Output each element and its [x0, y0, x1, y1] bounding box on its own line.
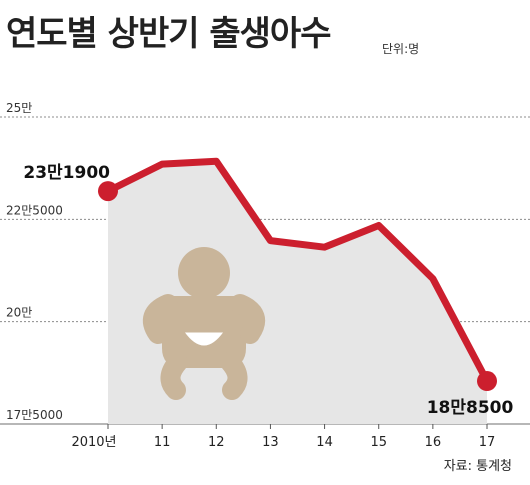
series-line [104, 157, 491, 385]
y-tick-label: 17만5000 [6, 408, 63, 422]
data-point-first [98, 181, 118, 202]
y-tick-label: 25만 [6, 101, 32, 115]
y-tick-label: 22만5000 [6, 203, 63, 217]
baby-icon [142, 247, 266, 400]
unit-label: 단위:명 [382, 42, 420, 56]
data-label-last: 18만8500 [427, 398, 514, 418]
x-tick-label: 13 [262, 435, 279, 450]
x-tick-label: 2010년 [71, 435, 116, 450]
x-axis-ticks: 2010년 11 12 13 14 15 16 17 [71, 424, 495, 450]
data-label-first: 23만1900 [23, 163, 110, 183]
chart-title: 연도별 상반기 출생아수 [6, 14, 331, 54]
x-tick-label: 12 [208, 435, 225, 450]
data-point-last [477, 371, 497, 392]
data-points [98, 181, 497, 392]
x-tick-label: 14 [316, 435, 333, 450]
y-axis-ticks: 17만5000 20만 22만5000 25만 [6, 101, 63, 422]
x-tick-label: 15 [370, 435, 387, 450]
x-tick-label: 16 [425, 435, 442, 450]
x-tick-label: 11 [154, 435, 171, 450]
x-tick-label: 17 [479, 435, 496, 450]
source-label: 자료: 통계청 [443, 459, 512, 474]
y-tick-label: 20만 [6, 306, 32, 320]
